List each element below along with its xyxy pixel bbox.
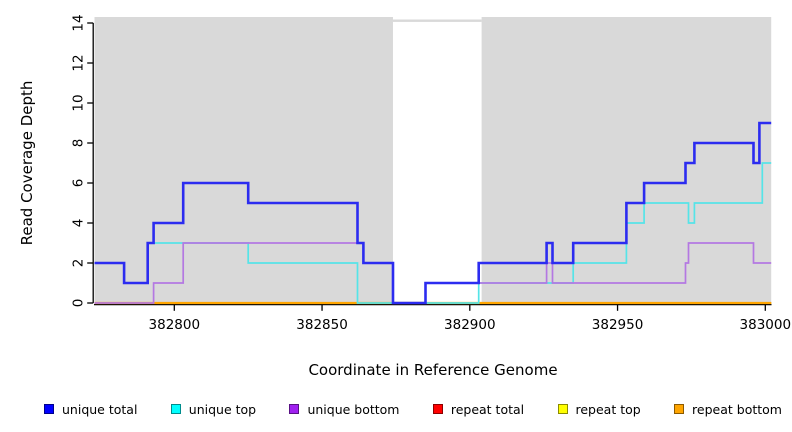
y-tick-label: 0 (71, 299, 87, 308)
legend-label-repeat-bottom: repeat bottom (692, 401, 782, 417)
legend-swatch-repeat-bottom (674, 404, 685, 414)
x-tick-label: 382800 (149, 317, 201, 333)
legend-swatch-repeat-top (557, 404, 568, 414)
legend-swatch-unique-total (44, 404, 54, 414)
legend-item-repeat-top: repeat top (557, 401, 641, 417)
legend-item-repeat-total: repeat total (432, 401, 525, 417)
legend-label-unique-top: unique top (188, 401, 257, 417)
legend-label-unique-total: unique total (62, 401, 138, 417)
legend-swatch-unique-bottom (289, 404, 300, 414)
legend-swatch-repeat-total (432, 404, 443, 414)
legend-label-repeat-total: repeat total (450, 401, 525, 417)
x-tick-label: 382900 (444, 317, 496, 333)
legend-item-unique-total: unique total (44, 402, 137, 417)
x-axis-title: Coordinate in Reference Genome (308, 361, 558, 379)
series-line-unique-bottom (94, 242, 772, 304)
legend-item-repeat-bottom: repeat bottom (674, 402, 782, 417)
y-axis-title: Read Coverage Depth (18, 80, 36, 246)
legend: unique total unique top unique bottom repea… (44, 398, 782, 420)
y-tick-label: 2 (71, 259, 87, 268)
y-tick-label: 10 (71, 94, 87, 111)
y-tick-label: 14 (71, 14, 87, 31)
legend-item-unique-top: unique top (170, 401, 257, 417)
band-top-edge (392, 19, 482, 22)
legend-label-repeat-top: repeat top (575, 401, 641, 417)
y-tick-label: 12 (71, 54, 87, 71)
legend-swatch-unique-top (170, 404, 181, 414)
legend-label-unique-bottom: unique bottom (307, 401, 400, 417)
legend-item-unique-bottom: unique bottom (289, 401, 400, 417)
y-tick-label: 4 (71, 219, 87, 228)
y-tick-label: 6 (71, 179, 87, 188)
background-band (94, 17, 393, 303)
x-tick-label: 383000 (740, 317, 792, 333)
y-tick-label: 8 (71, 139, 87, 148)
series-line-unique-total (94, 121, 772, 305)
x-tick-label: 382950 (592, 317, 644, 333)
x-tick-label: 382850 (296, 317, 348, 333)
